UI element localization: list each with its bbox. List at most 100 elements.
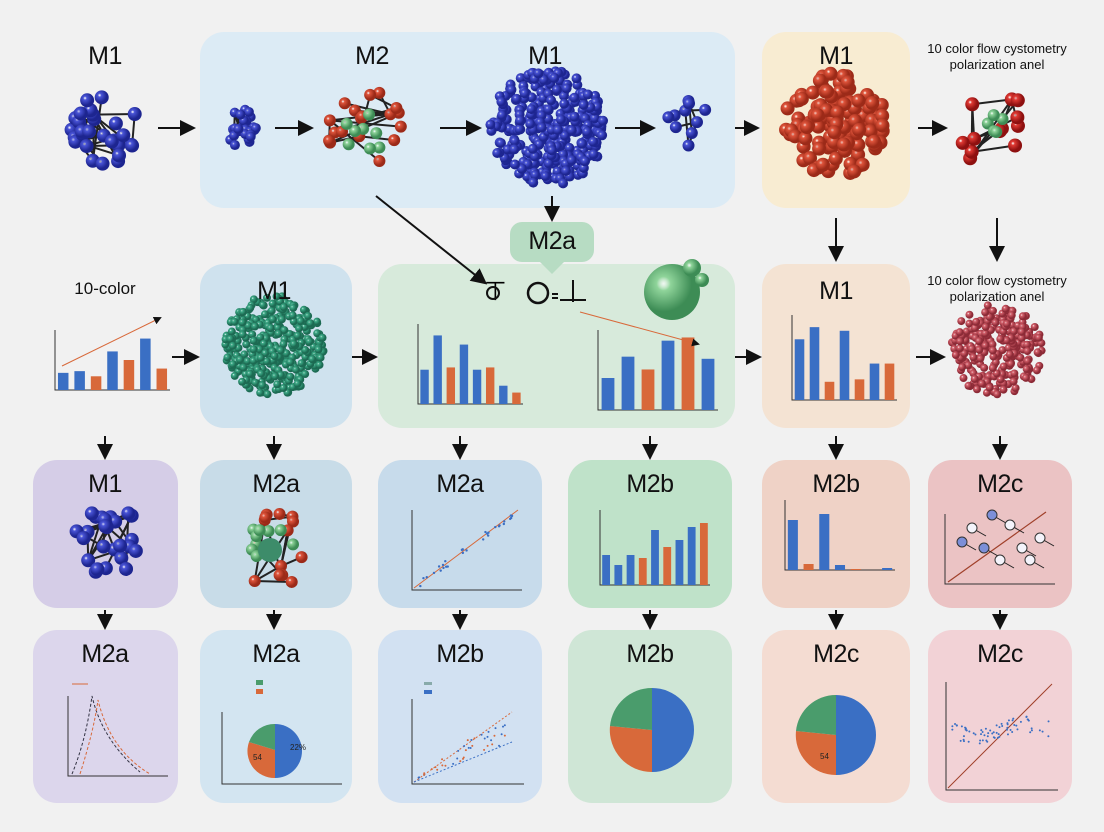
data-point	[980, 733, 983, 736]
bar	[701, 358, 715, 410]
red-atom	[787, 129, 802, 144]
green-atom	[990, 125, 1003, 138]
pink-atom	[975, 337, 984, 346]
node	[1004, 519, 1016, 531]
bar	[485, 367, 495, 404]
blue-atom	[485, 119, 496, 130]
blue-atom	[496, 96, 507, 107]
data-point	[461, 551, 465, 555]
pink-atom	[1017, 327, 1026, 336]
blue-atom	[82, 124, 97, 139]
data-point	[456, 757, 459, 760]
bar	[651, 530, 659, 585]
blue-atom	[536, 122, 547, 133]
blue-atom	[682, 139, 695, 152]
blue-atom	[558, 90, 569, 101]
pink-atom	[964, 381, 973, 390]
bar	[499, 385, 508, 404]
fit-line	[413, 711, 513, 783]
blue-atom	[506, 84, 517, 95]
red-atom	[1010, 110, 1025, 125]
chart-axes	[221, 712, 342, 785]
note-line-2: polarization anel	[949, 289, 1045, 304]
blue-atom	[560, 165, 571, 176]
data-point	[1013, 724, 1016, 727]
green-atom	[342, 138, 355, 151]
data-point	[469, 746, 472, 749]
chart-axes	[784, 500, 895, 571]
data-point	[430, 768, 433, 771]
data-point	[991, 732, 994, 735]
bar	[839, 330, 850, 400]
teal-atom	[270, 352, 279, 361]
teal-atom	[299, 305, 308, 314]
teal-atom	[279, 303, 288, 312]
teal-atom	[271, 372, 280, 381]
blue-atom	[84, 506, 99, 521]
data-point	[995, 731, 998, 734]
bar	[140, 338, 151, 390]
data-point	[444, 560, 447, 563]
bar	[626, 555, 635, 585]
teal-atom	[256, 353, 265, 362]
red-atom	[823, 66, 838, 81]
data-point	[423, 772, 426, 775]
data-point	[1041, 730, 1044, 733]
pink-atom	[981, 341, 990, 350]
teal-atom	[266, 324, 275, 333]
data-point	[962, 735, 965, 738]
red-atom	[840, 75, 855, 90]
data-point	[437, 565, 441, 568]
green-atom	[373, 141, 386, 154]
data-point	[980, 729, 983, 732]
teal-atom	[292, 365, 301, 374]
label-m2c: M2c	[813, 640, 859, 668]
pink-atom	[988, 364, 997, 373]
pink-atom	[999, 385, 1008, 394]
bar	[699, 523, 708, 585]
row4-panel-3	[378, 630, 542, 803]
blue-atom	[685, 127, 698, 140]
data-point	[491, 743, 494, 746]
data-point	[503, 734, 506, 737]
pink-atom	[988, 346, 997, 355]
bar	[882, 568, 893, 570]
data-point	[439, 569, 442, 572]
pink-atom	[1009, 327, 1018, 336]
blue-atom	[669, 121, 682, 134]
green-blob	[695, 273, 709, 287]
data-point	[959, 739, 962, 742]
blue-atom	[243, 106, 254, 117]
blue-atom	[578, 99, 589, 110]
chart-axes	[599, 510, 710, 586]
bar	[819, 514, 830, 570]
data-point	[441, 563, 445, 567]
teal-atom	[279, 384, 288, 393]
red-atom	[780, 101, 795, 116]
red-atom	[875, 108, 890, 123]
fit-line	[413, 509, 519, 589]
teal-atom	[259, 301, 268, 310]
red-atom	[865, 95, 880, 110]
pie-slice	[836, 695, 876, 775]
data-point	[962, 740, 965, 743]
node	[966, 522, 978, 534]
symbol-circle	[526, 281, 550, 305]
red-atom	[867, 134, 882, 149]
teal-atom	[255, 345, 264, 354]
pink-atom	[1010, 369, 1019, 378]
blue-atom	[598, 115, 609, 126]
data-point	[968, 730, 971, 733]
teal-atom	[314, 345, 323, 354]
blue-atom	[108, 116, 123, 131]
red-atom	[323, 134, 336, 147]
blue-atom	[699, 103, 712, 116]
label-m1: M1	[819, 42, 853, 70]
teal-atom	[280, 326, 289, 335]
blue-atom	[662, 111, 675, 124]
row4-panel-6	[928, 630, 1072, 803]
data-point	[509, 514, 513, 517]
red-atom	[1010, 93, 1025, 108]
blue-atom	[569, 111, 580, 122]
data-point	[998, 735, 1001, 738]
